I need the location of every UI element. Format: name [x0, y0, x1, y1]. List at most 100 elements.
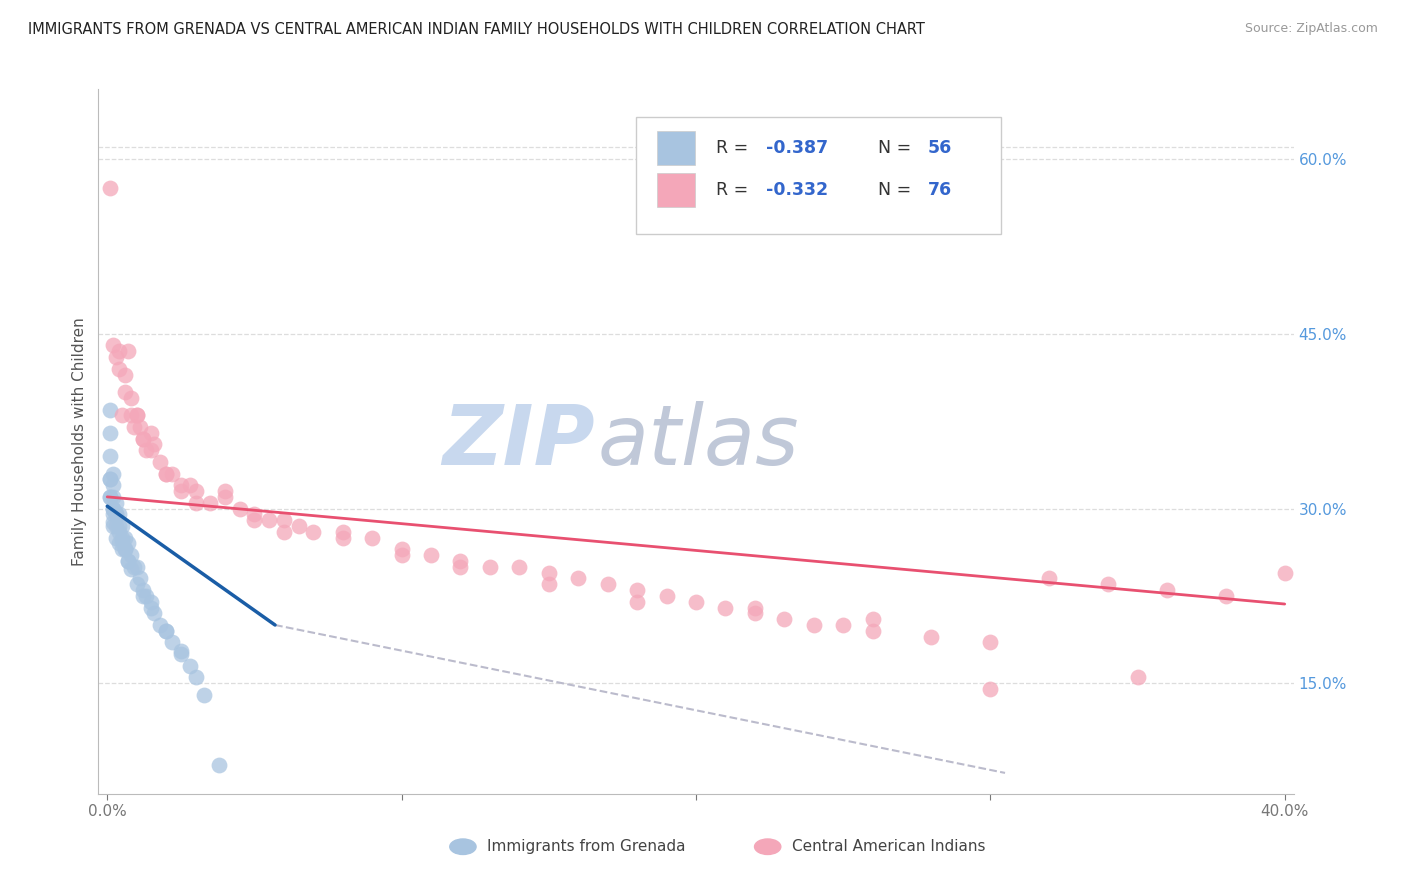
Point [193, 688, 215, 702]
Point [98, 472, 121, 486]
Point [567, 571, 589, 585]
Point [143, 607, 166, 621]
FancyBboxPatch shape [637, 118, 1001, 234]
Point [108, 508, 131, 522]
Text: N =: N = [877, 138, 917, 157]
Point [332, 531, 354, 545]
Point [117, 554, 139, 568]
Point [170, 647, 193, 661]
Point [141, 595, 163, 609]
Point [105, 531, 128, 545]
Point [155, 467, 177, 481]
Point [114, 531, 136, 545]
Point [101, 501, 124, 516]
Point [101, 467, 124, 481]
Point [287, 519, 309, 533]
Point [155, 467, 177, 481]
Point [208, 757, 231, 772]
Point [391, 542, 413, 557]
Text: atlas: atlas [598, 401, 800, 482]
Point [537, 577, 560, 591]
Point [170, 478, 193, 492]
Point [149, 455, 172, 469]
Point [1215, 589, 1237, 603]
Point [744, 607, 766, 621]
Point [98, 472, 121, 486]
Point [160, 467, 183, 481]
Point [114, 385, 136, 400]
Point [228, 501, 250, 516]
Point [105, 519, 128, 533]
Text: R =: R = [716, 181, 754, 199]
Point [117, 554, 139, 568]
Point [832, 618, 855, 632]
Point [714, 600, 737, 615]
Point [101, 490, 124, 504]
Point [111, 531, 134, 545]
Point [108, 519, 131, 533]
Point [101, 501, 124, 516]
Bar [657, 173, 695, 207]
Point [108, 361, 131, 376]
Point [101, 516, 124, 530]
Point [128, 420, 150, 434]
Point [101, 478, 124, 492]
Point [131, 432, 153, 446]
Text: IMMIGRANTS FROM GRENADA VS CENTRAL AMERICAN INDIAN FAMILY HOUSEHOLDS WITH CHILDR: IMMIGRANTS FROM GRENADA VS CENTRAL AMERI… [28, 22, 925, 37]
Point [744, 600, 766, 615]
Point [243, 513, 266, 527]
Point [114, 542, 136, 557]
Point [179, 478, 201, 492]
Text: 76: 76 [928, 181, 952, 199]
Point [114, 368, 136, 382]
Point [478, 559, 501, 574]
Point [105, 508, 128, 522]
Point [98, 449, 121, 463]
Point [105, 496, 128, 510]
Point [105, 350, 128, 364]
Point [149, 618, 172, 632]
Point [184, 496, 207, 510]
Point [184, 670, 207, 684]
Text: -0.387: -0.387 [766, 138, 828, 157]
Point [98, 490, 121, 504]
Point [131, 432, 153, 446]
Point [862, 624, 884, 638]
Point [243, 508, 266, 522]
Point [141, 600, 163, 615]
Text: Central American Indians: Central American Indians [792, 839, 986, 855]
Point [108, 344, 131, 359]
Point [862, 612, 884, 626]
Bar [657, 131, 695, 165]
Point [1126, 670, 1149, 684]
Point [117, 536, 139, 550]
Point [184, 483, 207, 498]
Text: R =: R = [716, 138, 754, 157]
Point [170, 643, 193, 657]
Point [143, 437, 166, 451]
Point [141, 443, 163, 458]
Point [134, 443, 156, 458]
Point [803, 618, 825, 632]
Point [105, 508, 128, 522]
Point [111, 534, 134, 549]
Point [214, 483, 236, 498]
Point [122, 559, 145, 574]
Point [98, 425, 121, 440]
Point [111, 542, 134, 557]
Point [302, 524, 325, 539]
Y-axis label: Family Households with Children: Family Households with Children [72, 318, 87, 566]
Point [420, 548, 443, 562]
Point [120, 548, 142, 562]
Point [101, 338, 124, 352]
Point [122, 420, 145, 434]
Point [257, 513, 280, 527]
Point [98, 402, 121, 417]
Point [1097, 577, 1119, 591]
Point [125, 409, 148, 423]
Point [273, 524, 295, 539]
Point [98, 490, 121, 504]
Point [120, 391, 142, 405]
Point [979, 635, 1001, 649]
Point [155, 624, 177, 638]
